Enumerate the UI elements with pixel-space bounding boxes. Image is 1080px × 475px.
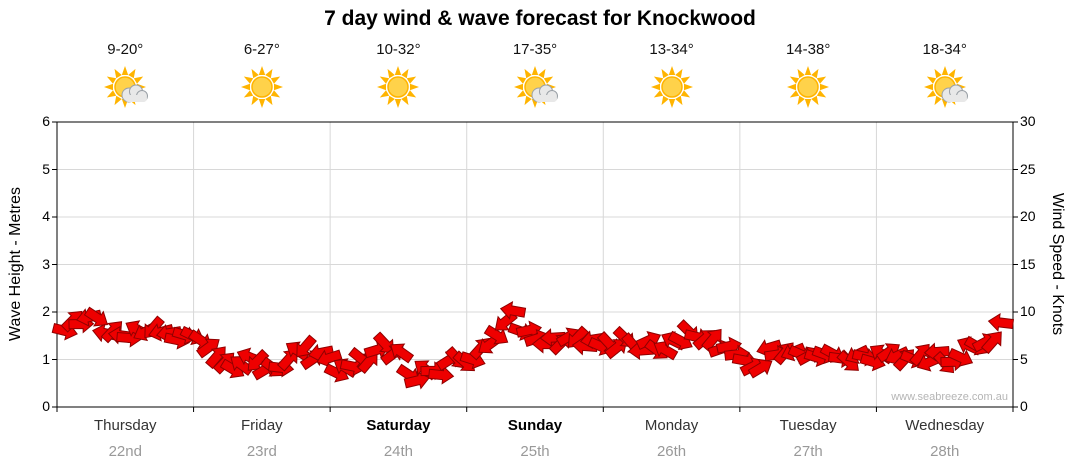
day-temp: 9-20° (107, 41, 144, 58)
y-tick-left: 6 (42, 113, 50, 129)
y-tick-left: 1 (42, 350, 50, 367)
wind-arrow (296, 334, 317, 358)
day-temp: 10-32° (376, 41, 421, 58)
y-tick-right: 5 (1020, 350, 1028, 367)
wind-arrow (390, 343, 415, 364)
y-tick-right: 15 (1020, 255, 1036, 272)
wind-arrow (83, 306, 109, 327)
page-title: 7 day wind & wave forecast for Knockwood (324, 7, 756, 30)
sun-cloud-icon (922, 64, 968, 110)
wind-arrow (372, 331, 395, 354)
sun-icon (375, 64, 421, 110)
wind-arrow (747, 358, 773, 379)
sun-cloud-icon (512, 64, 558, 110)
day-label: Sunday (507, 417, 563, 434)
day-temp: 14-38° (785, 41, 831, 58)
y-tick-left: 4 (42, 208, 50, 224)
day-temp: 13-34° (649, 41, 694, 58)
day-label: Wednesday (905, 417, 985, 434)
day-date: 22nd (108, 443, 142, 460)
wind-arrow (195, 338, 220, 359)
sun-icon (785, 64, 831, 110)
day-date: 28th (930, 443, 960, 460)
wind-arrow (247, 348, 270, 371)
wind-arrow (539, 328, 566, 348)
y-tick-right: 30 (1020, 113, 1036, 129)
wind-arrow (653, 340, 679, 361)
wind-arrow (316, 349, 343, 368)
day-temp: 17-35° (512, 41, 558, 58)
wind-arrow (987, 312, 1015, 332)
day-date: 24th (383, 443, 414, 460)
wind-arrow (483, 324, 509, 345)
y-tick-left: 2 (42, 303, 50, 319)
day-date: 23rd (246, 443, 277, 460)
sun-cloud-icon (102, 64, 149, 110)
day-label: Saturday (366, 417, 431, 434)
day-date: 27th (793, 443, 823, 460)
day-temp: 6-27° (243, 41, 280, 58)
y-tick-left: 5 (42, 160, 50, 177)
sun-icon (239, 64, 285, 110)
wind-arrow (980, 331, 1002, 355)
day-date: 25th (520, 443, 550, 460)
y-tick-left: 3 (42, 255, 50, 272)
day-label: Monday (644, 417, 699, 434)
wind-arrow (947, 347, 974, 367)
watermark: www.seabreeze.com.au (891, 391, 1008, 403)
sun-icon (649, 64, 695, 110)
y-tick-right: 10 (1020, 303, 1036, 319)
wind-arrow (428, 365, 455, 385)
day-label: Thursday (94, 417, 157, 434)
day-date: 26th (656, 443, 687, 460)
day-temp: 18-34° (922, 41, 967, 58)
y-tick-left: 0 (42, 398, 50, 414)
y-tick-right: 25 (1020, 160, 1036, 177)
wind-arrow (499, 301, 527, 320)
day-label: Friday (241, 417, 283, 434)
y-tick-right: 20 (1020, 208, 1036, 224)
day-label: Tuesday (779, 417, 837, 434)
y-tick-right: 0 (1020, 398, 1028, 414)
